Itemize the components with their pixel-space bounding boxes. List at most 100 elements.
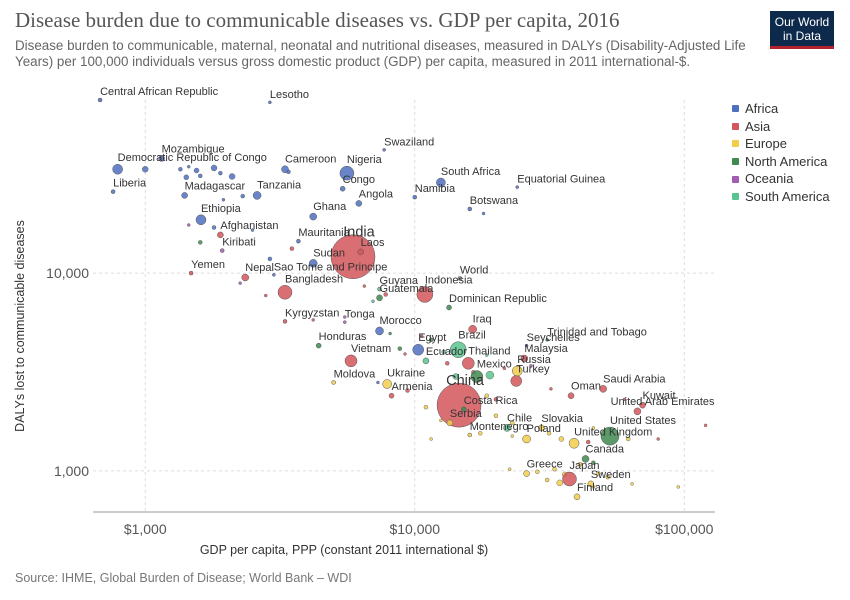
data-point xyxy=(112,163,123,175)
chart-subtitle: Disease burden to communicable, maternal… xyxy=(15,38,746,69)
data-point xyxy=(585,439,591,445)
data-point xyxy=(343,315,347,319)
data-point xyxy=(633,407,642,416)
legend-item[interactable]: South America xyxy=(732,188,830,206)
data-point xyxy=(219,248,225,253)
data-point xyxy=(428,337,434,343)
data-label: Central African Republic xyxy=(100,86,219,98)
data-point xyxy=(544,477,550,483)
data-label: Greece xyxy=(527,459,563,471)
data-point xyxy=(599,385,607,393)
x-tick-label: $10,000 xyxy=(389,521,440,537)
owid-logo[interactable]: Our World in Data xyxy=(770,11,834,49)
data-point xyxy=(502,366,507,371)
data-point xyxy=(436,382,482,428)
chart-title: Disease burden due to communicable disea… xyxy=(15,8,620,32)
legend-label: Europe xyxy=(745,136,787,152)
data-point xyxy=(626,436,631,442)
x-tick-label: $1,000 xyxy=(124,521,167,537)
data-label: Morocco xyxy=(380,315,422,327)
data-point xyxy=(195,214,207,226)
data-point xyxy=(282,319,288,324)
data-label: Finland xyxy=(577,482,613,494)
data-label: Ethiopia xyxy=(201,203,242,215)
data-label: Ecuador xyxy=(426,346,467,358)
data-point xyxy=(211,225,217,230)
data-point xyxy=(315,342,322,349)
legend-item[interactable]: Africa xyxy=(732,100,830,118)
legend-label: South America xyxy=(745,188,830,204)
data-point xyxy=(296,238,301,244)
data-label: Oman xyxy=(571,381,601,393)
data-label: Tonga xyxy=(345,309,376,321)
x-tick-label: $100,000 xyxy=(655,521,714,537)
data-point xyxy=(507,467,512,471)
data-point xyxy=(339,185,346,192)
data-point xyxy=(591,426,596,430)
legend[interactable]: Africa Asia Europe North America Oceania Sout… xyxy=(732,100,830,206)
legend-swatch xyxy=(732,193,739,201)
data-point xyxy=(485,353,489,357)
data-point xyxy=(382,379,392,389)
data-label: World xyxy=(460,264,489,276)
data-point xyxy=(676,485,680,489)
data-point xyxy=(549,387,553,391)
data-point xyxy=(462,357,475,370)
data-label: Mauritania xyxy=(298,227,350,239)
data-label: Egypt xyxy=(418,332,446,344)
data-point xyxy=(376,380,380,385)
data-point xyxy=(267,256,273,262)
data-point xyxy=(268,100,272,105)
data-label: Democratic Republic of Congo xyxy=(118,152,267,164)
legend-item[interactable]: Europe xyxy=(732,135,830,153)
data-point xyxy=(441,349,446,355)
data-point xyxy=(97,97,103,103)
data-point xyxy=(573,493,581,501)
data-point xyxy=(511,365,523,377)
data-point xyxy=(187,223,191,227)
data-point xyxy=(567,392,575,399)
data-point xyxy=(656,437,660,441)
data-label: Turkey xyxy=(516,363,550,375)
data-point xyxy=(331,380,336,385)
data-point xyxy=(371,299,375,304)
legend-swatch xyxy=(732,140,739,148)
data-point xyxy=(198,240,203,245)
data-point xyxy=(568,438,580,449)
data-point xyxy=(478,431,483,436)
legend-item[interactable]: Oceania xyxy=(732,170,830,188)
data-label: Cameroon xyxy=(285,154,336,166)
data-point xyxy=(591,460,596,465)
legend-swatch xyxy=(732,175,739,183)
data-label: United Kingdom xyxy=(574,426,652,438)
logo-line-1: Our World xyxy=(774,15,830,29)
data-point xyxy=(581,455,590,463)
data-point xyxy=(493,397,499,402)
data-point xyxy=(493,413,499,418)
data-point xyxy=(510,434,514,438)
data-label: Costa Rica xyxy=(464,395,519,407)
data-label: Slovakia xyxy=(541,413,583,425)
data-point xyxy=(522,434,531,444)
data-point xyxy=(241,273,250,282)
legend-label: Africa xyxy=(745,101,779,116)
legend-item[interactable]: Asia xyxy=(732,118,830,136)
legend-item[interactable]: North America xyxy=(732,153,830,171)
data-point xyxy=(630,482,634,486)
legend-swatch xyxy=(732,105,739,113)
data-point xyxy=(452,373,460,380)
data-label: Madagascar xyxy=(185,180,246,192)
data-point xyxy=(228,173,236,180)
data-point xyxy=(264,293,268,298)
data-label: Honduras xyxy=(319,331,367,343)
data-point xyxy=(445,361,450,366)
data-label: Mexico xyxy=(477,359,512,371)
y-axis-label: DALYs lost to communicable diseases xyxy=(13,220,27,432)
data-label: Saudi Arabia xyxy=(603,373,666,385)
data-label: Lesotho xyxy=(270,89,309,101)
data-label: Japan xyxy=(569,460,599,472)
data-point xyxy=(562,471,577,487)
data-point xyxy=(193,167,200,174)
data-point xyxy=(639,401,646,409)
data-label: Brazil xyxy=(458,330,486,342)
